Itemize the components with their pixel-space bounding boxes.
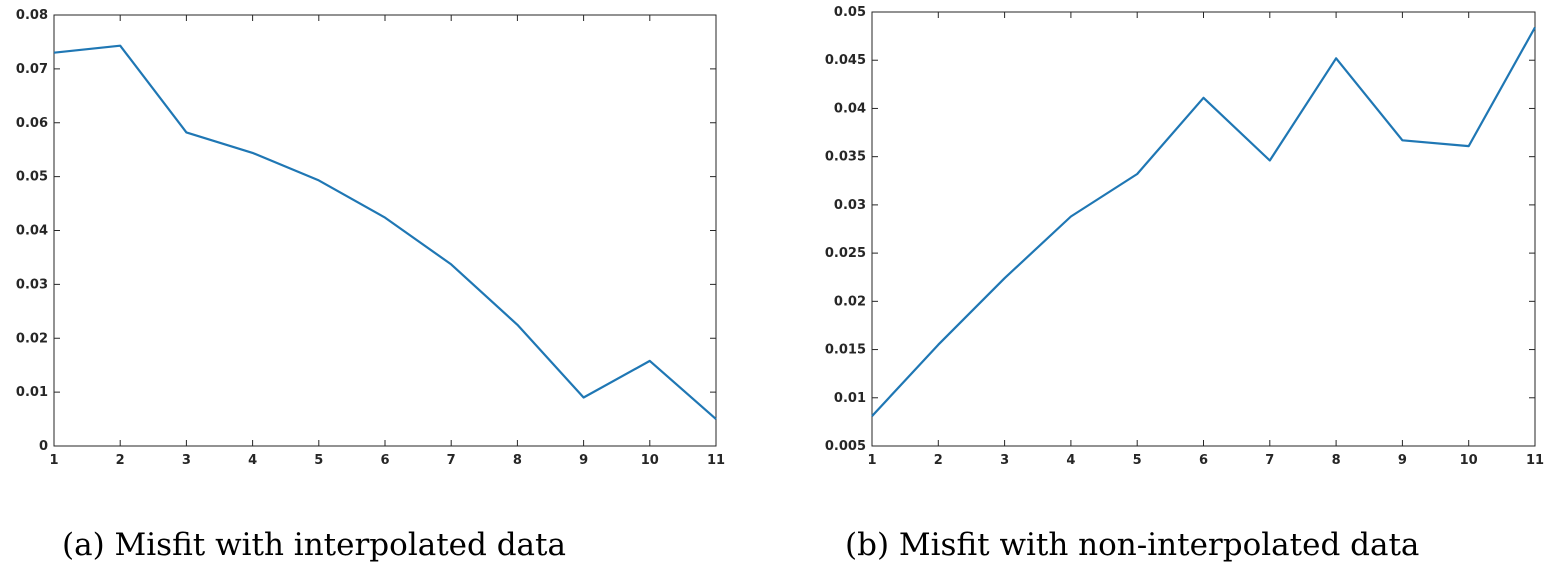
y-tick-label: 0.045 xyxy=(825,53,866,68)
x-tick-label: 4 xyxy=(1066,453,1075,468)
x-tick-label: 5 xyxy=(314,453,323,468)
y-tick-label: 0 xyxy=(39,439,48,454)
x-tick-label: 1 xyxy=(49,453,58,468)
x-tick-label: 2 xyxy=(116,453,125,468)
x-tick-label: 9 xyxy=(579,453,588,468)
y-tick-label: 0.03 xyxy=(834,198,866,213)
axes-box xyxy=(53,14,717,447)
x-tick-label: 4 xyxy=(248,453,257,468)
series-line xyxy=(871,26,1536,417)
y-tick-label: 0.05 xyxy=(834,5,866,20)
y-tick-label: 0.015 xyxy=(825,343,866,358)
y-tick-label: 0.01 xyxy=(834,391,866,406)
axes-box xyxy=(871,11,1536,447)
x-tick-label: 3 xyxy=(1000,453,1009,468)
y-tick-label: 0.03 xyxy=(16,277,48,292)
x-tick-label: 10 xyxy=(1460,453,1478,468)
chart-non-interpolated: 0.005 0.01 0.015 0.02 0.025 0.03 0.035 0.04 0.04… xyxy=(825,5,1544,468)
series-line xyxy=(53,44,717,420)
x-tick-label: 7 xyxy=(1265,453,1274,468)
caption-interpolated: (a) Misfit with interpolated data xyxy=(62,527,566,563)
x-tick-label: 3 xyxy=(182,453,191,468)
y-tick-label: 0.02 xyxy=(16,331,48,346)
x-tick-label: 8 xyxy=(1332,453,1341,468)
x-tick-label: 6 xyxy=(1199,453,1208,468)
x-tick-label: 9 xyxy=(1398,453,1407,468)
y-tick-label: 0.07 xyxy=(16,62,48,77)
y-tick-label: 0.04 xyxy=(16,224,48,239)
x-tick-label: 8 xyxy=(513,453,522,468)
y-tick-label: 0.035 xyxy=(825,150,866,165)
y-tick-label: 0.06 xyxy=(16,116,48,131)
x-tick-label: 1 xyxy=(867,453,876,468)
x-tick-label: 11 xyxy=(707,453,725,468)
x-tick-label: 2 xyxy=(934,453,943,468)
y-tick-label: 0.01 xyxy=(16,385,48,400)
x-tick-label: 6 xyxy=(380,453,389,468)
caption-non-interpolated: (b) Misfit with non-interpolated data xyxy=(845,527,1419,563)
chart-interpolated: 0 0.01 0.02 0.03 0.04 0.05 0.06 0.07 0.08 1 2 3 4 5 6 7… xyxy=(16,8,725,468)
y-tick-label: 0.025 xyxy=(825,246,866,261)
x-tick-label: 5 xyxy=(1133,453,1142,468)
y-tick-label: 0.005 xyxy=(825,439,866,454)
y-tick-label: 0.08 xyxy=(16,8,48,23)
x-tick-label: 10 xyxy=(641,453,659,468)
x-tick-label: 11 xyxy=(1526,453,1544,468)
y-tick-label: 0.02 xyxy=(834,294,866,309)
x-tick-label: 7 xyxy=(447,453,456,468)
y-tick-label: 0.05 xyxy=(16,170,48,185)
y-tick-label: 0.04 xyxy=(834,101,866,116)
